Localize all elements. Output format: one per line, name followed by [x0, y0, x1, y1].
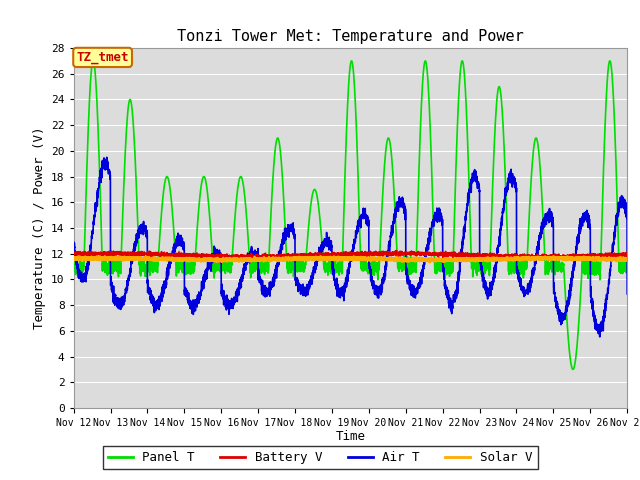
Text: TZ_tmet: TZ_tmet — [76, 51, 129, 64]
Title: Tonzi Tower Met: Temperature and Power: Tonzi Tower Met: Temperature and Power — [177, 29, 524, 44]
X-axis label: Time: Time — [335, 431, 365, 444]
Legend: Panel T, Battery V, Air T, Solar V: Panel T, Battery V, Air T, Solar V — [102, 446, 538, 469]
Y-axis label: Temperature (C) / Power (V): Temperature (C) / Power (V) — [33, 127, 45, 329]
